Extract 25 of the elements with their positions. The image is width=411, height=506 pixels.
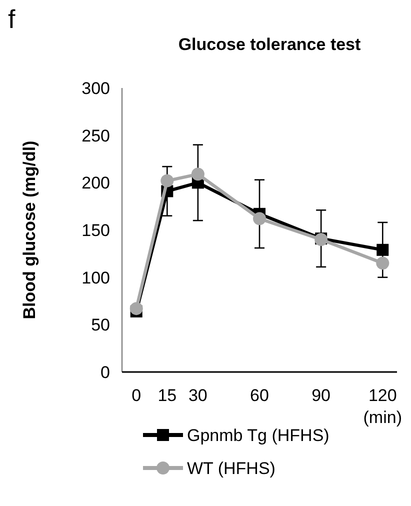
legend-label: Gpnmb Tg (HFHS): [187, 426, 330, 445]
text: f: [8, 4, 16, 34]
point: [376, 256, 390, 270]
point: [160, 174, 174, 188]
y-tick-label: 50: [91, 316, 110, 335]
x-tick-label: 15: [158, 386, 177, 405]
y-tick-label: 200: [82, 174, 110, 193]
x-tick-label: 0: [132, 386, 142, 405]
x-tick-label: 90: [312, 386, 331, 405]
point: [130, 302, 143, 316]
y-tick-label: 300: [82, 78, 110, 98]
legend-label: WT (HFHS): [187, 458, 276, 478]
point: [376, 244, 389, 256]
y-tick-label: 100: [82, 268, 110, 288]
point: [253, 212, 266, 226]
x-tick-label: 60: [250, 386, 269, 405]
point: [191, 168, 204, 181]
y-axis-title: Blood glucose (mg/dl): [20, 140, 39, 320]
x-tick-label: 120: [368, 386, 397, 405]
x-tick-label: 30: [188, 386, 208, 405]
y-tick-label: 250: [82, 126, 110, 146]
y-tick-label: 150: [82, 220, 110, 240]
x-axis-title: (min): [363, 408, 402, 427]
y-tick-label: 0: [100, 362, 110, 382]
chart-title: Glucose tolerance test: [178, 35, 362, 54]
